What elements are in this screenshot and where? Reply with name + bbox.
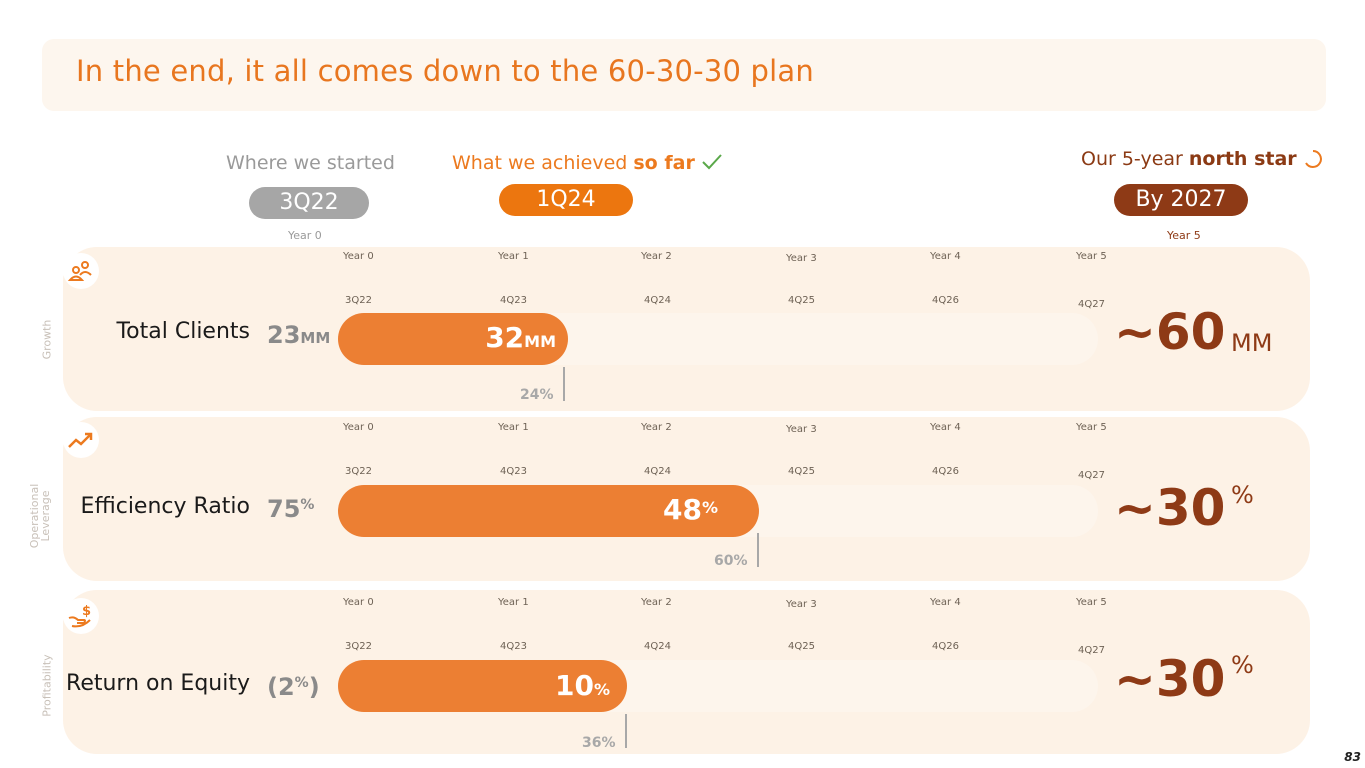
north-star-header-text: Our 5-year bbox=[1081, 148, 1189, 170]
growth-year-tick-label: Year 0 bbox=[343, 251, 374, 262]
operational-leverage-side-label: Operational Leverage bbox=[28, 476, 52, 556]
achieved-header-text: What we achieved bbox=[452, 152, 634, 174]
achieved-header-bold: so far bbox=[633, 152, 695, 174]
operational-leverage-year-tick-label: Year 3 bbox=[786, 424, 817, 435]
total-clients-goal-unit: MM bbox=[1231, 329, 1273, 357]
profitability-side-label: Profitability bbox=[40, 654, 54, 717]
efficiency-ratio-goal-value: ~30 bbox=[1114, 479, 1226, 537]
operational-leverage-year-tick-label: Year 1 bbox=[498, 422, 529, 433]
operational-leverage-quarter-tick-label: 4Q25 bbox=[788, 466, 815, 477]
efficiency-ratio-start-number: 75 bbox=[267, 495, 301, 523]
profitability-quarter-tick-label: 4Q25 bbox=[788, 641, 815, 652]
total-clients-goal-value: ~60 bbox=[1114, 303, 1226, 361]
achieved-period-pill: 1Q24 bbox=[499, 184, 633, 216]
return-on-equity-start-open: (2 bbox=[267, 673, 295, 701]
profitability-year-tick-label: Year 5 bbox=[1076, 597, 1107, 608]
growth-side-label: Growth bbox=[40, 319, 54, 360]
operational-leverage-quarter-tick-label: 3Q22 bbox=[345, 466, 372, 477]
profitability-quarter-tick-label: 4Q26 bbox=[932, 641, 959, 652]
return-on-equity-start-close: ) bbox=[308, 673, 320, 701]
growth-year-tick-label: Year 3 bbox=[786, 253, 817, 264]
hand-dollar-icon: $ bbox=[63, 598, 99, 634]
checkmark-icon bbox=[702, 154, 722, 170]
growth-quarter-tick-label: 4Q25 bbox=[788, 295, 815, 306]
circle-progress-icon bbox=[1304, 150, 1322, 168]
north-star-header-bold: north star bbox=[1188, 148, 1297, 170]
people-icon bbox=[63, 253, 99, 289]
page-title: In the end, it all comes down to the 60-… bbox=[76, 54, 814, 88]
total-clients-start-value: 23MM bbox=[267, 321, 330, 349]
operational-leverage-year-tick-label: Year 4 bbox=[930, 422, 961, 433]
profitability-quarter-tick-label: 3Q22 bbox=[345, 641, 372, 652]
efficiency-ratio-start-unit: % bbox=[300, 497, 315, 513]
total-clients-start-number: 23 bbox=[267, 321, 301, 349]
profitability-year-tick-label: Year 0 bbox=[343, 597, 374, 608]
return-on-equity-current-unit: % bbox=[593, 680, 610, 699]
return-on-equity-marker-line bbox=[625, 714, 627, 748]
efficiency-ratio-goal-unit: % bbox=[1231, 481, 1254, 509]
start-year-label: Year 0 bbox=[288, 229, 322, 242]
operational-leverage-year-tick-label: Year 0 bbox=[343, 422, 374, 433]
return-on-equity-current-number: 10 bbox=[555, 669, 594, 702]
operational-leverage-quarter-tick-label: 4Q27 bbox=[1078, 470, 1105, 481]
profitability-year-tick-label: Year 2 bbox=[641, 597, 672, 608]
start-header: Where we started bbox=[226, 152, 395, 174]
operational-leverage-quarter-tick-label: 4Q23 bbox=[500, 466, 527, 477]
efficiency-ratio-progress-bar bbox=[338, 485, 759, 537]
profitability-year-tick-label: Year 1 bbox=[498, 597, 529, 608]
growth-quarter-tick-label: 4Q23 bbox=[500, 295, 527, 306]
north-star-year-label: Year 5 bbox=[1167, 229, 1201, 242]
total-clients-marker-line bbox=[563, 367, 565, 401]
efficiency-ratio-marker-line bbox=[757, 533, 759, 567]
growth-year-tick-label: Year 4 bbox=[930, 251, 961, 262]
return-on-equity-progress-bar bbox=[338, 660, 627, 712]
return-on-equity-marker-value: 36% bbox=[582, 735, 616, 751]
start-period-pill: 3Q22 bbox=[249, 187, 369, 219]
return-on-equity-goal-unit: % bbox=[1231, 651, 1254, 679]
operational-leverage-side-label-2: Leverage bbox=[39, 490, 52, 542]
return-on-equity-goal-value: ~30 bbox=[1114, 650, 1226, 708]
total-clients-start-unit: MM bbox=[300, 329, 331, 347]
operational-leverage-year-tick-label: Year 5 bbox=[1076, 422, 1107, 433]
return-on-equity-start-value: (2%) bbox=[267, 673, 320, 701]
growth-year-tick-label: Year 5 bbox=[1076, 251, 1107, 262]
achieved-header: What we achieved so far bbox=[452, 152, 723, 174]
growth-quarter-tick-label: 3Q22 bbox=[345, 295, 372, 306]
page-number: 83 bbox=[1344, 750, 1361, 764]
total-clients-marker-value: 24% bbox=[520, 387, 554, 403]
growth-quarter-tick-label: 4Q26 bbox=[932, 295, 959, 306]
profitability-year-tick-label: Year 3 bbox=[786, 599, 817, 610]
trending-up-icon bbox=[63, 422, 99, 458]
north-star-header: Our 5-year north star bbox=[1081, 148, 1323, 170]
efficiency-ratio-label: Efficiency Ratio bbox=[80, 494, 250, 519]
total-clients-current-value: 32MM bbox=[448, 321, 556, 354]
growth-year-tick-label: Year 1 bbox=[498, 251, 529, 262]
efficiency-ratio-start-value: 75% bbox=[267, 495, 314, 523]
efficiency-ratio-marker-value: 60% bbox=[714, 553, 748, 569]
efficiency-ratio-current-unit: % bbox=[701, 498, 718, 517]
profitability-quarter-tick-label: 4Q24 bbox=[644, 641, 671, 652]
return-on-equity-start-unit: % bbox=[294, 675, 309, 691]
return-on-equity-current-value: 10% bbox=[510, 669, 610, 702]
growth-year-tick-label: Year 2 bbox=[641, 251, 672, 262]
total-clients-current-unit: MM bbox=[524, 332, 556, 351]
profitability-quarter-tick-label: 4Q23 bbox=[500, 641, 527, 652]
efficiency-ratio-current-number: 48 bbox=[663, 493, 702, 526]
total-clients-progress-bar bbox=[338, 313, 568, 365]
operational-leverage-quarter-tick-label: 4Q24 bbox=[644, 466, 671, 477]
svg-text:$: $ bbox=[82, 604, 91, 619]
operational-leverage-quarter-tick-label: 4Q26 bbox=[932, 466, 959, 477]
total-clients-current-number: 32 bbox=[485, 321, 525, 354]
profitability-year-tick-label: Year 4 bbox=[930, 597, 961, 608]
efficiency-ratio-current-value: 48% bbox=[620, 493, 718, 526]
title-banner bbox=[42, 39, 1326, 111]
return-on-equity-label: Return on Equity bbox=[66, 671, 250, 696]
growth-quarter-tick-label: 4Q27 bbox=[1078, 299, 1105, 310]
total-clients-label: Total Clients bbox=[116, 319, 250, 344]
north-star-period-pill: By 2027 bbox=[1114, 184, 1248, 216]
operational-leverage-year-tick-label: Year 2 bbox=[641, 422, 672, 433]
profitability-quarter-tick-label: 4Q27 bbox=[1078, 645, 1105, 656]
growth-quarter-tick-label: 4Q24 bbox=[644, 295, 671, 306]
